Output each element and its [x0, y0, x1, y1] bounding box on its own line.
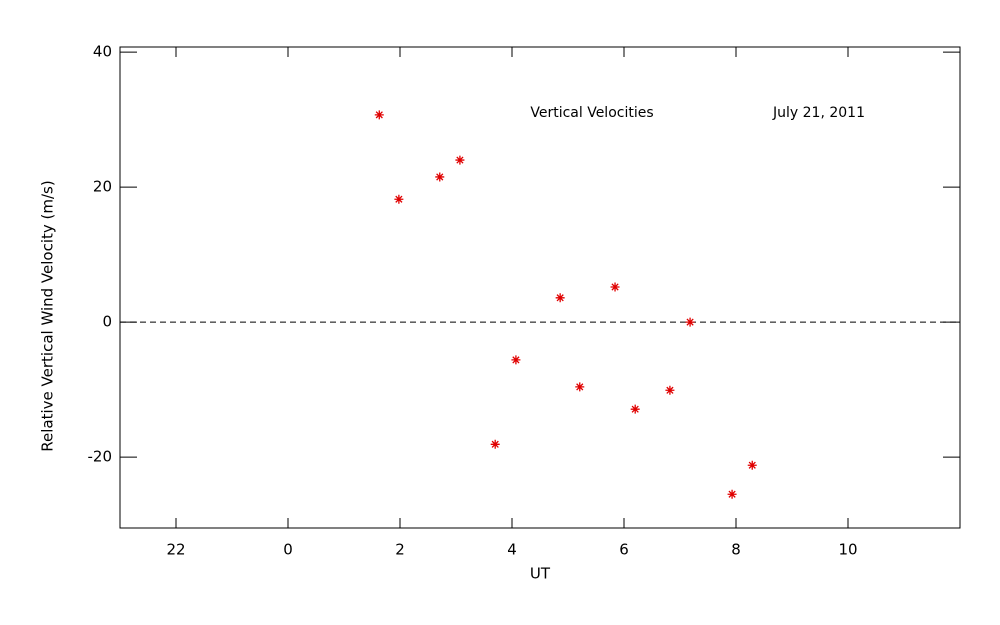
x-tick-label: 8 [731, 541, 741, 559]
marker [747, 460, 757, 470]
x-tick-label: 6 [619, 541, 629, 559]
marker [374, 110, 384, 120]
marker [630, 404, 640, 414]
marker [394, 194, 404, 204]
x-tick-label: 10 [838, 541, 857, 559]
plot-frame [119, 46, 961, 529]
y-tick-label: 0 [102, 313, 112, 331]
marker [435, 172, 445, 182]
marker [727, 489, 737, 499]
marker [610, 282, 620, 292]
y-tick-label: -20 [88, 448, 113, 466]
x-axis-label: UT [530, 565, 551, 583]
y-tick-label: 40 [93, 43, 112, 61]
marker [575, 382, 585, 392]
marker [685, 317, 695, 327]
marker [511, 355, 521, 365]
x-tick-label: 22 [166, 541, 185, 559]
y-axis-label: Relative Vertical Wind Velocity (m/s) [39, 180, 57, 451]
annotation: July 21, 2011 [772, 105, 865, 121]
marker [555, 293, 565, 303]
x-tick-label: 2 [395, 541, 405, 559]
x-tick-label: 4 [507, 541, 517, 559]
x-tick-label: 0 [283, 541, 293, 559]
annotation: Vertical Velocities [530, 105, 653, 121]
y-tick-label: 20 [93, 178, 112, 196]
marker [455, 155, 465, 165]
marker [665, 385, 675, 395]
marker [490, 439, 500, 449]
